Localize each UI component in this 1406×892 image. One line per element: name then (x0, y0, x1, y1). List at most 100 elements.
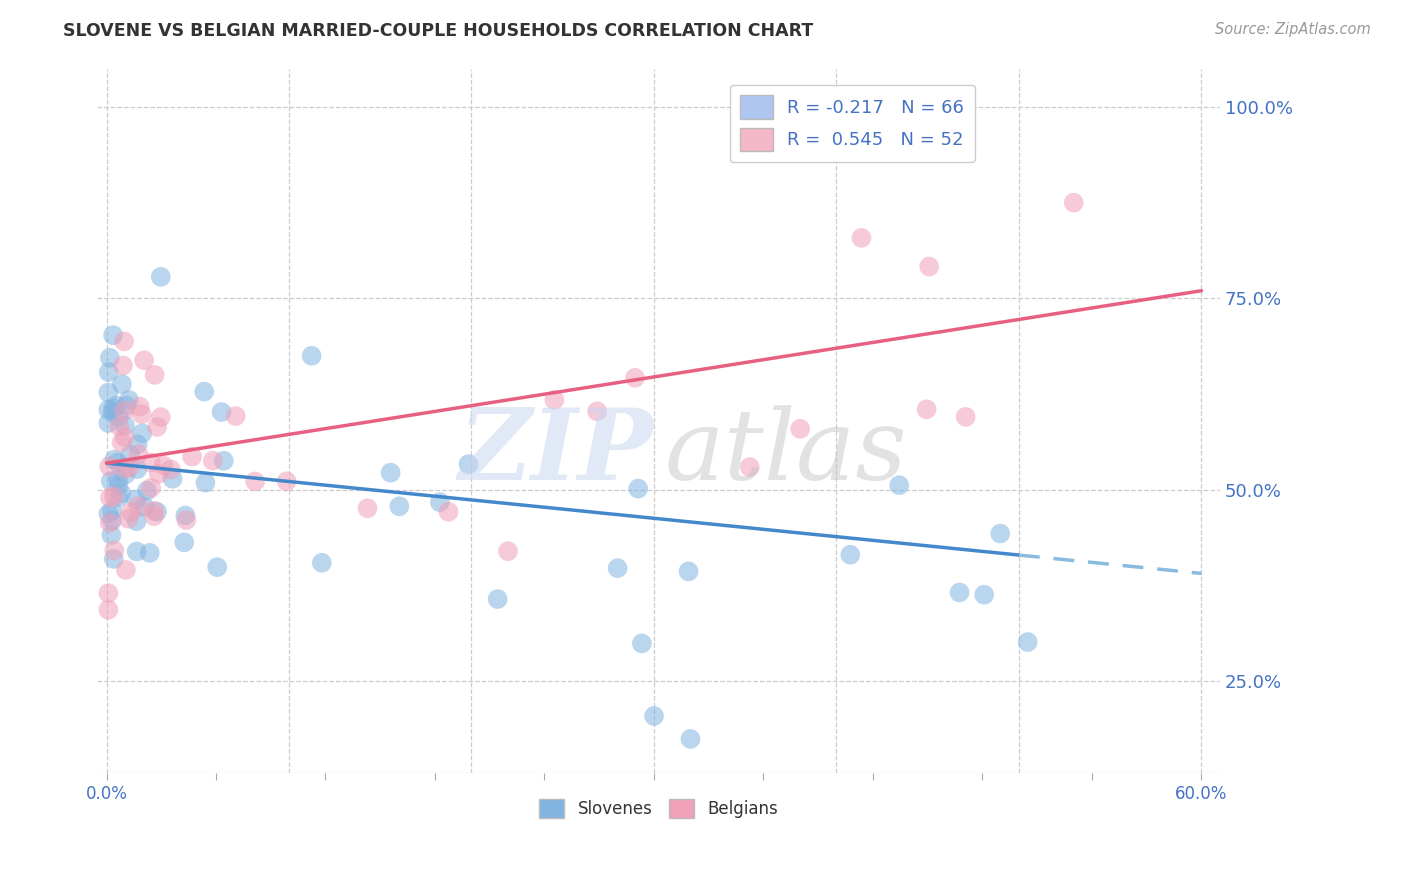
Point (988, 526, 1011, 541)
Point (543, 392, 565, 407)
Point (174, 513, 197, 527)
Point (225, 409, 247, 423)
Point (100, 474, 122, 488)
Point (918, 260, 941, 274)
Point (679, 731, 702, 746)
Point (839, 548, 862, 562)
Point (97, 365, 120, 379)
Point (107, 455, 129, 469)
Text: atlas: atlas (664, 405, 907, 500)
Point (586, 404, 609, 418)
Point (915, 402, 938, 417)
Point (117, 512, 139, 526)
Point (97, 507, 120, 521)
Point (851, 231, 873, 245)
Point (437, 505, 460, 519)
Point (120, 505, 142, 519)
Point (624, 371, 647, 385)
Point (1017, 635, 1039, 649)
Point (149, 410, 172, 425)
Point (120, 448, 142, 462)
Point (101, 328, 124, 343)
Point (114, 462, 136, 476)
Point (111, 359, 134, 373)
Point (114, 467, 136, 482)
Point (148, 467, 170, 481)
Point (110, 435, 132, 450)
Point (173, 535, 195, 549)
Point (174, 508, 197, 523)
Point (143, 368, 166, 382)
Point (128, 400, 150, 414)
Point (97, 416, 120, 430)
Point (160, 462, 183, 476)
Point (948, 585, 970, 599)
Point (356, 501, 378, 516)
Point (103, 452, 125, 467)
Point (136, 483, 159, 498)
Point (127, 462, 149, 476)
Point (162, 472, 184, 486)
Point (955, 409, 977, 424)
Point (97, 603, 120, 617)
Point (789, 422, 811, 436)
Point (127, 437, 149, 451)
Point (114, 430, 136, 444)
Point (643, 709, 665, 723)
Point (112, 334, 135, 349)
Point (98, 351, 121, 365)
Point (125, 492, 148, 507)
Point (110, 486, 132, 500)
Point (211, 405, 233, 419)
Point (131, 426, 153, 441)
Point (115, 563, 138, 577)
Point (193, 384, 215, 399)
Point (146, 420, 169, 434)
Point (973, 588, 995, 602)
Point (139, 456, 162, 470)
Point (107, 491, 129, 505)
Point (115, 399, 138, 413)
Point (429, 495, 451, 509)
Point (103, 489, 125, 503)
Point (97, 402, 120, 417)
Point (97, 586, 120, 600)
Point (146, 505, 169, 519)
Point (107, 478, 129, 492)
Point (101, 405, 124, 419)
Point (134, 500, 156, 514)
Point (101, 401, 124, 416)
Point (1063, 195, 1085, 210)
Point (101, 503, 124, 517)
Point (738, 460, 761, 475)
Point (103, 543, 125, 558)
Point (111, 377, 134, 392)
Point (97, 385, 120, 400)
Point (181, 450, 204, 464)
Point (105, 399, 128, 413)
Text: ZIP: ZIP (458, 404, 652, 501)
Point (101, 513, 124, 527)
Point (388, 500, 411, 514)
Text: SLOVENE VS BELGIAN MARRIED-COUPLE HOUSEHOLDS CORRELATION CHART: SLOVENE VS BELGIAN MARRIED-COUPLE HOUSEH… (63, 22, 814, 40)
Point (143, 504, 166, 518)
Point (98, 459, 121, 474)
Point (201, 453, 224, 467)
Point (243, 475, 266, 489)
Point (194, 475, 217, 490)
Point (631, 636, 654, 650)
Legend: Slovenes, Belgians: Slovenes, Belgians (533, 792, 785, 825)
Point (678, 565, 700, 579)
Point (139, 546, 162, 560)
Point (889, 478, 911, 492)
Point (276, 475, 298, 489)
Point (606, 561, 628, 575)
Point (127, 447, 149, 461)
Point (380, 466, 402, 480)
Point (103, 552, 125, 566)
Point (311, 556, 333, 570)
Point (98, 516, 121, 530)
Point (457, 457, 479, 471)
Point (627, 482, 650, 496)
Point (301, 349, 323, 363)
